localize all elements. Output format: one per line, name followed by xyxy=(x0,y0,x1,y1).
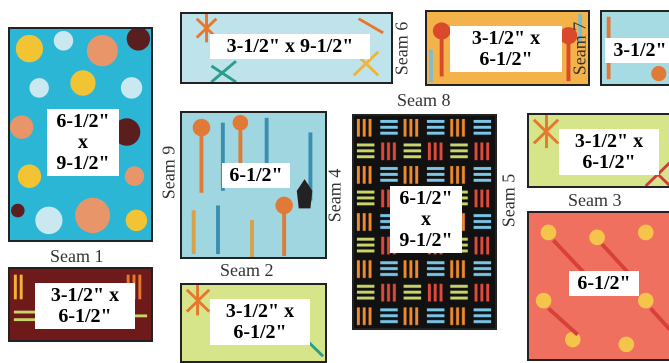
fabric-panel-e: 6-1/2" xyxy=(180,111,327,259)
seam-label-3: Seam 3 xyxy=(568,190,622,210)
fabric-panel-j: 3-1/2" x 6-1/2" xyxy=(180,283,327,363)
dimension-label: 3-1/2" x 9-1/2" xyxy=(210,34,370,59)
seam-label-5: Seam 5 xyxy=(498,173,519,228)
fabric-panel-c: 3-1/2" x 6-1/2" xyxy=(425,10,590,86)
seam-label-4: Seam 4 xyxy=(324,168,345,223)
big-dots-fabric xyxy=(10,29,151,240)
dimension-label: 6-1/2" x 9-1/2" xyxy=(47,109,119,176)
fabric-panel-g: 3-1/2" x 6-1/2" xyxy=(527,113,669,188)
fabric-panel-h: 6-1/2" xyxy=(527,211,669,361)
fabric-panel-f: 6-1/2" x 9-1/2" xyxy=(352,114,497,330)
seam-label-8: Seam 8 xyxy=(397,90,451,110)
fabric-panel-d: 3-1/2" xyxy=(600,10,669,86)
fabric-panel-b: 3-1/2" x 9-1/2" xyxy=(180,12,393,84)
fabric-panel-i: 3-1/2" x 6-1/2" xyxy=(8,267,153,342)
dimension-label: 3-1/2" x 6-1/2" xyxy=(35,283,135,329)
dimension-label: 3-1/2" xyxy=(605,38,669,63)
seam-label-7: Seam 7 xyxy=(569,21,590,76)
dimension-label: 6-1/2" xyxy=(569,271,639,296)
dimension-label: 3-1/2" x 6-1/2" xyxy=(450,26,562,72)
seam-label-1: Seam 1 xyxy=(50,246,104,266)
seam-label-6: Seam 6 xyxy=(391,21,412,76)
dimension-label: 6-1/2" x 9-1/2" xyxy=(390,186,462,253)
dimension-label: 6-1/2" xyxy=(222,163,290,188)
seam-label-9: Seam 9 xyxy=(158,145,179,200)
fabric-panel-a: 6-1/2" x 9-1/2" xyxy=(8,27,153,242)
seam-label-2: Seam 2 xyxy=(220,260,274,280)
utensils-fabric xyxy=(182,113,325,257)
dimension-label: 3-1/2" x 6-1/2" xyxy=(559,129,659,175)
dimension-label: 3-1/2" x 6-1/2" xyxy=(210,299,310,345)
